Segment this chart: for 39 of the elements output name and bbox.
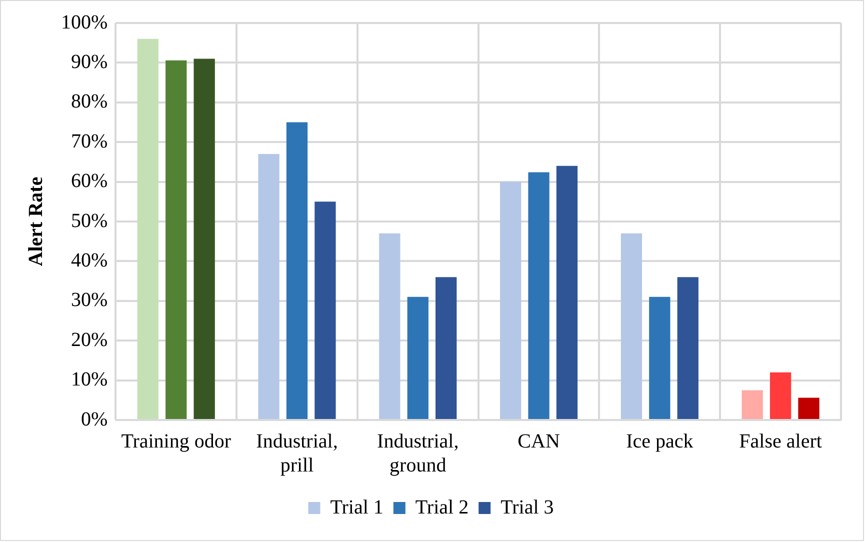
y-tick-label: 40% [70, 249, 108, 272]
bar [649, 296, 670, 419]
bar [556, 166, 578, 419]
bar [314, 202, 336, 419]
bar [798, 398, 820, 419]
bar [407, 296, 428, 419]
bar [258, 154, 280, 419]
legend-label: Trial 3 [500, 496, 554, 518]
y-axis-title: Alert Rate [25, 176, 48, 266]
y-tick-label: 50% [70, 210, 108, 232]
bar [677, 277, 698, 419]
bar [194, 58, 215, 419]
y-tick-label: 0% [80, 408, 108, 430]
y-tick-label: 100% [60, 11, 108, 34]
y-tick-label: 10% [70, 368, 108, 391]
bar [500, 182, 522, 419]
bar [137, 38, 158, 419]
y-tick-label: 20% [70, 328, 108, 351]
bar [436, 277, 457, 419]
x-tick-label: Industrial, prill [256, 430, 338, 476]
bar [770, 372, 792, 419]
y-tick-label: 90% [70, 50, 108, 73]
bar [528, 172, 550, 419]
x-tick-label: Industrial, ground [377, 430, 459, 476]
x-tick-label: Ice pack [626, 430, 694, 452]
bar [166, 60, 187, 419]
y-tick-label: 30% [70, 289, 108, 312]
bar [379, 233, 400, 419]
y-tick-label: 60% [70, 170, 108, 192]
bar [286, 122, 308, 419]
x-tick-label: False alert [739, 430, 822, 452]
y-tick-label: 70% [70, 130, 108, 152]
bar [620, 233, 642, 419]
x-tick-label: Training odor [121, 430, 232, 452]
x-tick-label: CAN [518, 430, 560, 452]
legend-label: Trial 2 [415, 496, 469, 518]
bar [742, 390, 763, 419]
legend-label: Trial 1 [330, 496, 384, 518]
y-tick-label: 80% [70, 90, 108, 113]
